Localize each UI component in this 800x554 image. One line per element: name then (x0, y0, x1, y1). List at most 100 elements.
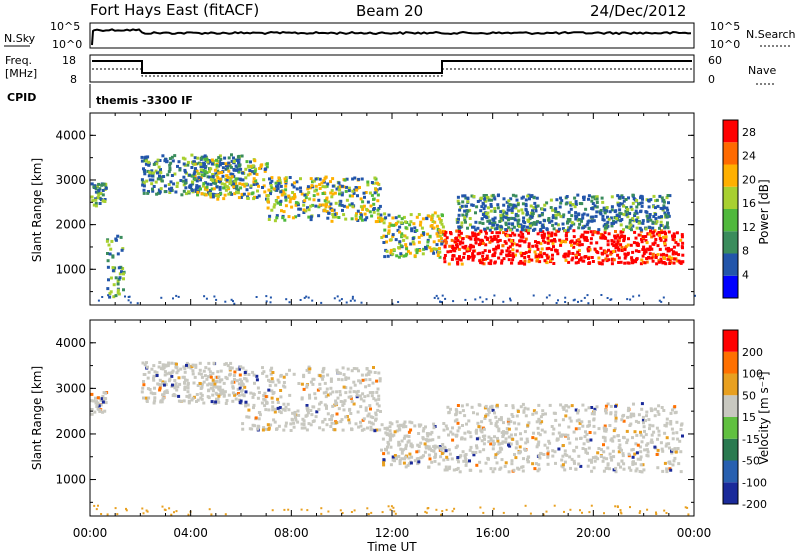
echo-pixel (571, 252, 575, 255)
echo-pixel (236, 155, 240, 159)
echo-pixel (355, 212, 358, 216)
echo-pixel (599, 246, 603, 250)
echo-pixel (395, 254, 399, 258)
echo-pixel (329, 425, 333, 428)
echo-pixel (306, 407, 310, 411)
echo-pixel (438, 446, 442, 450)
echo-pixel (650, 440, 654, 444)
echo-pixel (257, 417, 261, 421)
echo-pixel (572, 449, 576, 453)
echo-pixel (671, 463, 675, 467)
echo-pixel (256, 386, 260, 390)
echo-pixel (604, 236, 608, 240)
echo-pixel (389, 438, 393, 442)
echo-pixel (417, 235, 421, 239)
echo-pixel (463, 431, 467, 435)
echo-pixel (202, 380, 206, 384)
echo-pixel (277, 181, 281, 185)
echo-pixel (639, 463, 643, 467)
echo-pixel (331, 212, 335, 216)
echo-pixel (577, 454, 581, 458)
echo-pixel (679, 423, 683, 427)
echo-pixel-near (339, 509, 342, 512)
echo-pixel (397, 455, 401, 458)
echo-pixel (591, 207, 595, 211)
echo-pixel (509, 228, 513, 232)
colorbar-segment (723, 330, 738, 352)
echo-pixel (592, 466, 596, 470)
echo-pixel (305, 368, 309, 372)
echo-pixel (607, 232, 611, 236)
echo-pixel (269, 192, 272, 196)
echo-pixel (154, 180, 158, 184)
echo-pixel (650, 438, 654, 442)
echo-pixel (457, 426, 461, 430)
echo-pixel (104, 186, 108, 190)
echo-pixel (171, 394, 175, 397)
echo-pixel (455, 243, 458, 246)
echo-pixel (578, 202, 582, 205)
echo-pixel (200, 173, 204, 177)
echo-pixel (206, 182, 210, 186)
echo-pixel (230, 153, 233, 157)
echo-pixel (282, 428, 286, 432)
echo-pixel (614, 410, 618, 414)
echo-pixel (518, 239, 522, 243)
echo-pixel (539, 451, 543, 455)
echo-pixel (421, 429, 425, 433)
echo-pixel (442, 232, 445, 236)
echo-pixel (575, 419, 579, 423)
echo-pixel (471, 258, 475, 262)
echo-pixel (261, 371, 265, 375)
echo-pixel (671, 234, 674, 238)
echo-pixel (612, 429, 616, 433)
echo-pixel (606, 243, 610, 247)
echo-pixel (529, 204, 533, 208)
echo-pixel-near (145, 509, 148, 512)
echo-pixel (449, 249, 453, 253)
echo-pixel (497, 442, 501, 446)
echo-pixel (196, 172, 200, 175)
echo-pixel (568, 441, 572, 445)
echo-pixel (578, 222, 582, 226)
echo-pixel (178, 382, 182, 386)
echo-pixel (574, 203, 578, 206)
echo-pixel (380, 423, 384, 427)
echo-pixel-near (646, 508, 649, 511)
echo-pixel (162, 175, 166, 178)
echo-pixel (627, 452, 631, 456)
echo-pixel (266, 206, 270, 210)
echo-pixel (572, 229, 576, 233)
echo-pixel (312, 198, 316, 202)
echo-pixel (359, 405, 363, 409)
echo-pixel-near (353, 509, 356, 512)
echo-pixel (409, 220, 413, 224)
echo-pixel (511, 254, 515, 258)
echo-pixel (546, 453, 550, 457)
echo-pixel (252, 406, 255, 410)
echo-pixel (520, 226, 524, 230)
echo-pixel-near (127, 296, 130, 298)
echo-pixel (586, 213, 590, 217)
echo-pixel (92, 185, 96, 189)
echo-pixel (536, 247, 540, 251)
echo-pixel (468, 468, 472, 472)
echo-pixel (143, 363, 147, 367)
echo-pixel (302, 375, 306, 379)
echo-pixel (186, 365, 190, 369)
echo-pixel (456, 239, 460, 242)
echo-pixel (209, 193, 212, 197)
echo-pixel (491, 439, 495, 443)
echo-pixel (321, 374, 325, 378)
echo-pixel (227, 161, 231, 165)
echo-pixel (155, 371, 159, 375)
echo-pixel (599, 236, 603, 240)
echo-pixel (516, 410, 520, 413)
echo-pixel (329, 392, 333, 396)
echo-pixel (342, 204, 346, 208)
echo-pixel (581, 213, 585, 217)
echo-pixel (613, 234, 617, 238)
echo-pixel (203, 163, 206, 166)
echo-pixel (191, 372, 195, 376)
echo-pixel (318, 203, 322, 207)
